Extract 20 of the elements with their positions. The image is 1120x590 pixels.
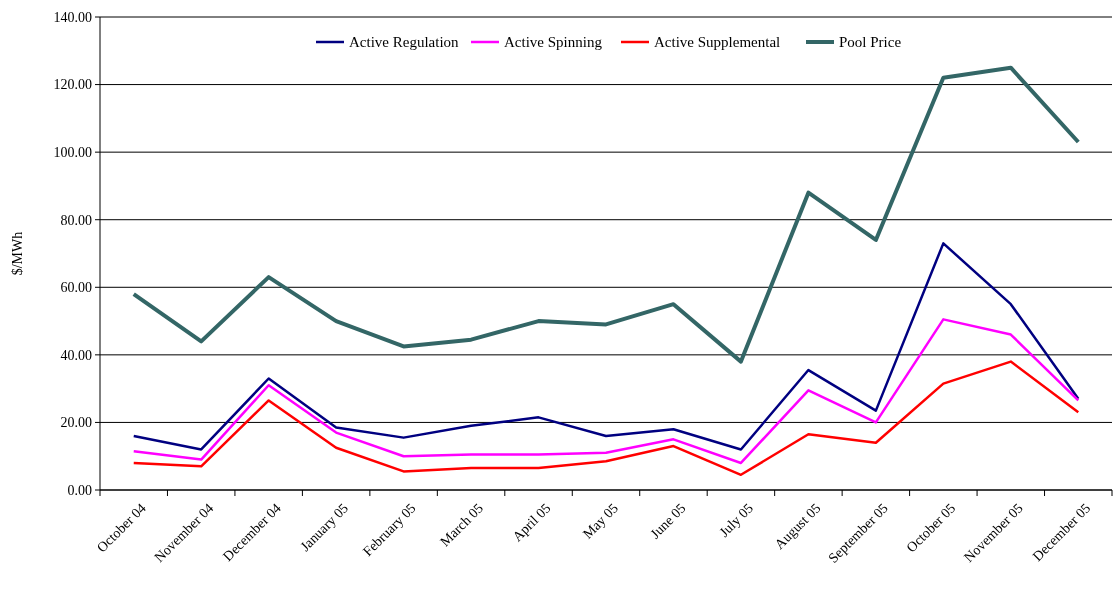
line-series <box>132 318 1080 465</box>
x-tick-label: May 05 <box>579 500 622 542</box>
y-axis-title: $/MWh <box>10 231 25 276</box>
legend-label: Active Regulation <box>349 34 460 51</box>
legend-label: Active Supplemental <box>654 34 781 51</box>
y-tick-label: 140.00 <box>53 9 92 25</box>
x-tick-label: June 05 <box>647 500 689 542</box>
y-tick-label: 60.00 <box>60 280 92 296</box>
y-tick-label: 80.00 <box>60 212 92 228</box>
legend-label: Pool Price <box>839 34 902 51</box>
line-series <box>131 65 1081 364</box>
y-tick-label: 0.00 <box>67 482 92 498</box>
y-tick-label: 120.00 <box>53 77 92 93</box>
y-tick-label: 20.00 <box>60 415 92 431</box>
y-tick-label: 40.00 <box>60 347 92 363</box>
line-series <box>132 360 1080 477</box>
legend-label: Active Spinning <box>504 34 603 51</box>
y-tick-label: 100.00 <box>53 145 92 161</box>
x-tick-label: July 05 <box>716 500 756 540</box>
line-series <box>132 242 1080 451</box>
